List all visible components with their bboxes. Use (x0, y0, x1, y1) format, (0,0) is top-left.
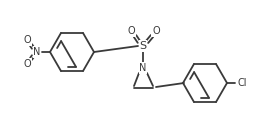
Text: O: O (152, 26, 160, 36)
Text: Cl: Cl (237, 78, 247, 88)
Text: O: O (23, 35, 31, 45)
Text: O: O (127, 26, 135, 36)
Text: O: O (23, 59, 31, 69)
Text: N: N (33, 47, 41, 57)
Text: S: S (139, 41, 147, 51)
Text: N: N (139, 63, 147, 73)
